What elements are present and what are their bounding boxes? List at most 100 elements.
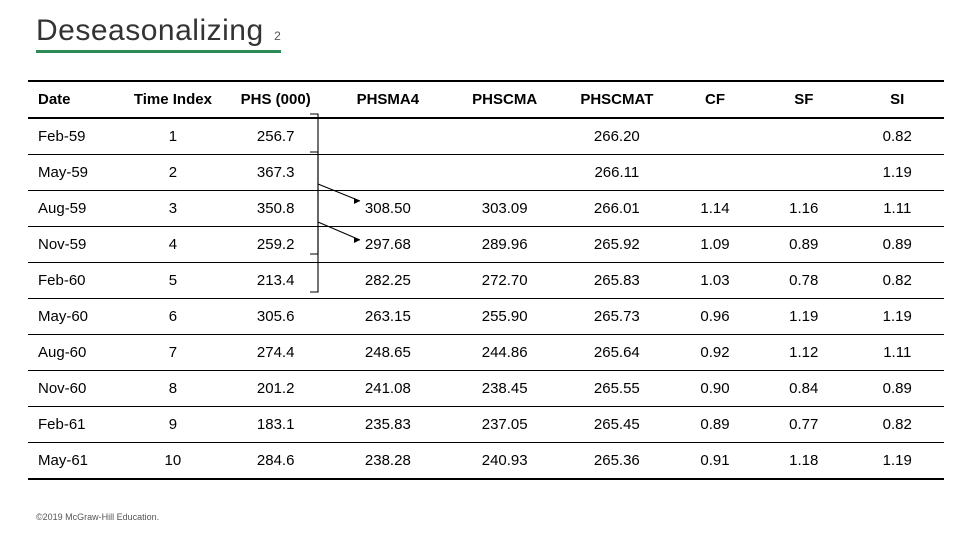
table-header-row: DateTime IndexPHS (000)PHSMA4PHSCMAPHSCM… [28, 81, 944, 118]
table-row: Aug-607274.4248.65244.86265.640.921.121.… [28, 335, 944, 371]
cell-cmat: 265.36 [561, 443, 673, 480]
table-row: Nov-608201.2241.08238.45265.550.900.840.… [28, 371, 944, 407]
cell-ma4: 238.28 [327, 443, 449, 480]
column-header: PHSMA4 [327, 81, 449, 118]
cell-ma4: 282.25 [327, 263, 449, 299]
cell-time: 9 [121, 407, 224, 443]
cell-sf: 1.16 [757, 191, 850, 227]
cell-phs: 259.2 [224, 227, 327, 263]
cell-cf [673, 118, 757, 155]
table-row: Feb-605213.4282.25272.70265.831.030.780.… [28, 263, 944, 299]
cell-ma4: 297.68 [327, 227, 449, 263]
table-body: Feb-591256.7266.200.82May-592367.3266.11… [28, 118, 944, 479]
cell-date: Feb-60 [28, 263, 121, 299]
cell-sf: 0.78 [757, 263, 850, 299]
cell-phs: 350.8 [224, 191, 327, 227]
cell-cmat: 265.55 [561, 371, 673, 407]
cell-si: 1.19 [851, 299, 944, 335]
cell-time: 6 [121, 299, 224, 335]
cell-date: May-61 [28, 443, 121, 480]
cell-sf [757, 155, 850, 191]
cell-sf: 0.77 [757, 407, 850, 443]
cell-cmat: 266.01 [561, 191, 673, 227]
cell-si: 1.11 [851, 335, 944, 371]
data-table-wrap: DateTime IndexPHS (000)PHSMA4PHSCMAPHSCM… [28, 80, 944, 480]
cell-ma4 [327, 118, 449, 155]
cell-time: 1 [121, 118, 224, 155]
column-header: PHSCMA [449, 81, 561, 118]
cell-cf: 0.89 [673, 407, 757, 443]
cell-cmat: 266.11 [561, 155, 673, 191]
cell-si: 0.82 [851, 263, 944, 299]
cell-ma4: 241.08 [327, 371, 449, 407]
column-header: SI [851, 81, 944, 118]
cell-cma: 272.70 [449, 263, 561, 299]
column-header: Date [28, 81, 121, 118]
cell-cmat: 265.73 [561, 299, 673, 335]
column-header: PHSCMAT [561, 81, 673, 118]
table-row: Feb-619183.1235.83237.05265.450.890.770.… [28, 407, 944, 443]
cell-date: Nov-60 [28, 371, 121, 407]
cell-time: 5 [121, 263, 224, 299]
cell-sf: 1.18 [757, 443, 850, 480]
table-row: Feb-591256.7266.200.82 [28, 118, 944, 155]
cell-ma4: 263.15 [327, 299, 449, 335]
cell-cf: 1.03 [673, 263, 757, 299]
table-row: Nov-594259.2297.68289.96265.921.090.890.… [28, 227, 944, 263]
title-text: Deseasonalizing [36, 14, 264, 47]
cell-cma [449, 118, 561, 155]
cell-cmat: 266.20 [561, 118, 673, 155]
cell-sf [757, 118, 850, 155]
cell-si: 0.82 [851, 407, 944, 443]
cell-cma: 255.90 [449, 299, 561, 335]
cell-phs: 305.6 [224, 299, 327, 335]
table-row: Aug-593350.8308.50303.09266.011.141.161.… [28, 191, 944, 227]
cell-ma4: 235.83 [327, 407, 449, 443]
cell-phs: 213.4 [224, 263, 327, 299]
cell-cmat: 265.92 [561, 227, 673, 263]
cell-sf: 1.12 [757, 335, 850, 371]
cell-ma4: 248.65 [327, 335, 449, 371]
cell-cf: 0.90 [673, 371, 757, 407]
cell-si: 0.89 [851, 227, 944, 263]
cell-phs: 183.1 [224, 407, 327, 443]
title-subscript: 2 [274, 29, 281, 43]
copyright-footer: ©2019 McGraw-Hill Education. [36, 512, 159, 522]
cell-date: May-59 [28, 155, 121, 191]
cell-time: 8 [121, 371, 224, 407]
cell-date: Aug-60 [28, 335, 121, 371]
deseasonalizing-table: DateTime IndexPHS (000)PHSMA4PHSCMAPHSCM… [28, 80, 944, 480]
cell-sf: 0.84 [757, 371, 850, 407]
cell-date: Nov-59 [28, 227, 121, 263]
cell-cma: 238.45 [449, 371, 561, 407]
cell-date: May-60 [28, 299, 121, 335]
cell-si: 0.89 [851, 371, 944, 407]
column-header: PHS (000) [224, 81, 327, 118]
cell-phs: 274.4 [224, 335, 327, 371]
cell-cf: 1.09 [673, 227, 757, 263]
cell-cmat: 265.64 [561, 335, 673, 371]
column-header: Time Index [121, 81, 224, 118]
cell-cma: 240.93 [449, 443, 561, 480]
column-header: SF [757, 81, 850, 118]
cell-time: 7 [121, 335, 224, 371]
cell-cma: 244.86 [449, 335, 561, 371]
cell-si: 0.82 [851, 118, 944, 155]
page-title: Deseasonalizing 2 [36, 14, 281, 53]
cell-cmat: 265.45 [561, 407, 673, 443]
cell-date: Feb-59 [28, 118, 121, 155]
cell-phs: 284.6 [224, 443, 327, 480]
table-row: May-6110284.6238.28240.93265.360.911.181… [28, 443, 944, 480]
cell-cf: 0.96 [673, 299, 757, 335]
cell-si: 1.19 [851, 443, 944, 480]
cell-date: Aug-59 [28, 191, 121, 227]
cell-cf: 1.14 [673, 191, 757, 227]
cell-date: Feb-61 [28, 407, 121, 443]
cell-time: 2 [121, 155, 224, 191]
cell-phs: 367.3 [224, 155, 327, 191]
table-row: May-592367.3 266.11 1.19 [28, 155, 944, 191]
cell-si: 1.19 [851, 155, 944, 191]
cell-sf: 0.89 [757, 227, 850, 263]
column-header: CF [673, 81, 757, 118]
cell-si: 1.11 [851, 191, 944, 227]
